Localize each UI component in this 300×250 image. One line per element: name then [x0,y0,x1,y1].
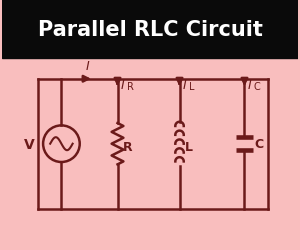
Bar [2,0,298,59]
Text: L: L [185,140,193,153]
Text: I: I [121,78,125,91]
Text: C: C [254,82,260,92]
Text: V: V [24,137,35,151]
Text: Parallel RLC Circuit: Parallel RLC Circuit [38,20,262,39]
Text: L: L [189,82,194,92]
Text: I: I [183,78,187,91]
Text: I: I [248,78,252,91]
Text: R: R [127,82,134,92]
Text: I: I [86,60,90,73]
Text: C: C [255,138,264,150]
Text: R: R [123,140,133,153]
